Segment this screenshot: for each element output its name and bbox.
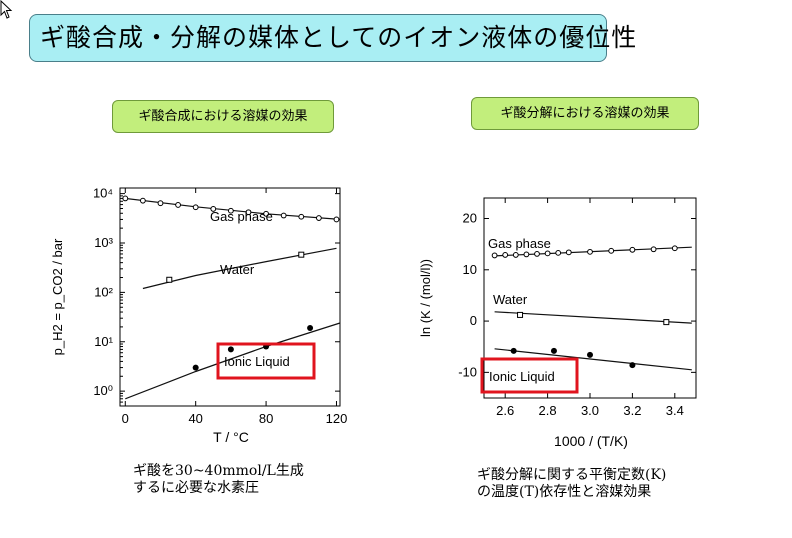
chart-synthesis-svg: 0 40 80 120 10⁰ 10¹ 10² 10³ 10⁴ Gas phase Water Ion… [50, 186, 348, 445]
c1-x-axis-label: 1000 / (T/K) [554, 433, 628, 449]
caption-decomposition-line2: の温度(T)依存性と溶媒効果 [477, 484, 652, 500]
c0-series-ionic-liquid-point [227, 346, 234, 353]
c1-series-ionic-liquid-point [510, 347, 517, 354]
c0-y-tick-label: 10⁴ [93, 186, 113, 201]
c1-highlight-box [480, 357, 579, 394]
c1-series-gas-phase-point [650, 246, 657, 253]
c0-highlight-label: Ionic Liquid [224, 354, 290, 369]
c1-series-gas-phase-point [544, 250, 551, 257]
c0-series-gas-phase-point [122, 195, 129, 202]
c0-series-gas-phase-point [210, 206, 217, 212]
c1-series-water-label: Water [493, 292, 528, 307]
c1-y-axis-label: ln (K / (mol/l)) [418, 259, 433, 337]
c0-series-gas-phase-point [263, 210, 269, 217]
c0-y-tick-label: 10¹ [94, 334, 113, 349]
c0-x-tick-label: 40 [188, 411, 202, 426]
c1-series-gas-phase-point [534, 250, 540, 257]
c1-series-water-point [663, 319, 670, 326]
c0-series-ionic-liquid-point [307, 324, 314, 331]
c1-series-gas-phase-point [502, 252, 509, 258]
c0-series-gas-phase-point [333, 216, 340, 223]
c0-series-gas-phase-point [280, 212, 287, 219]
c0-series-water-label: Water [220, 262, 255, 277]
caption-decomposition-line1: ギ酸分解に関する平衡定数(K) [477, 467, 667, 483]
c1-series-ionic-liquid-line [494, 348, 692, 371]
c0-series-gas-phase-point [315, 215, 322, 221]
c0-x-tick-label: 80 [259, 411, 273, 426]
c1-x-tick-label: 3.4 [666, 403, 684, 418]
c0-y-tick-label: 10⁰ [93, 383, 113, 398]
c0-series-water-point [298, 251, 305, 258]
c0-series-gas-phase-point [139, 197, 146, 204]
c0-series-gas-phase-point [245, 209, 252, 216]
chart-synthesis: 0 40 80 120 10⁰ 10¹ 10² 10³ 10⁴ Gas phase Water Ion… [44, 170, 364, 460]
c1-x-tick-label: 2.8 [539, 403, 557, 418]
c0-x-tick-label: 0 [122, 411, 129, 426]
c1-x-tick-label: 3.0 [581, 403, 599, 418]
c1-x-tick-label: 3.2 [623, 403, 641, 418]
caption-synthesis-line1: ギ酸を30~40mmol/L生成 [133, 463, 304, 479]
c1-series-ionic-liquid-point [587, 351, 593, 358]
slide-title: ギ酸合成・分解の媒体としてのイオン液体の優位性 [29, 14, 636, 62]
c1-series-water-line [494, 311, 692, 324]
c0-y-tick-label: 10³ [94, 235, 113, 250]
c0-x-tick-label: 120 [326, 411, 348, 426]
c1-highlight-label: Ionic Liquid [489, 369, 555, 384]
c1-series-ionic-liquid-point [550, 347, 557, 354]
caption-decomposition: ギ酸分解に関する平衡定数(K) の温度(T)依存性と溶媒効果 [477, 467, 666, 501]
c1-series-water-point [517, 311, 524, 318]
c0-series-water-point [166, 276, 173, 283]
label-decomposition: ギ酸分解における溶媒の効果 [471, 97, 699, 130]
caption-synthesis-line2: するに必要な水素圧 [133, 480, 259, 496]
c0-series-gas-phase-point [227, 207, 234, 214]
c1-y-tick-label: 20 [463, 211, 477, 226]
c1-y-tick-label: 10 [463, 262, 477, 277]
c0-x-axis-label: T / °C [213, 429, 249, 445]
c1-series-gas-phase-label: Gas phase [488, 236, 551, 251]
c1-series-gas-phase-point [608, 247, 615, 254]
c0-series-ionic-liquid-point [192, 364, 199, 371]
label-synthesis: ギ酸合成における溶媒の効果 [112, 100, 334, 133]
c0-y-tick-label: 10² [94, 284, 113, 299]
c0-y-axis-label: p_H2 = p_CO2 / bar [50, 238, 65, 355]
c1-y-tick-label: -10 [458, 364, 477, 379]
mouse-cursor-icon [0, 0, 13, 19]
c1-x-tick-label: 2.6 [496, 403, 514, 418]
c1-series-gas-phase-point [587, 248, 593, 255]
c1-series-gas-phase-point [512, 252, 519, 258]
c0-series-gas-phase-point [157, 200, 164, 207]
c1-series-gas-phase-point [523, 251, 530, 258]
c0-series-gas-phase-label: Gas phase [210, 209, 273, 224]
c1-series-gas-phase-point [565, 249, 572, 256]
chart-decomposition-svg: 2.6 2.8 3.0 3.2 3.4 -10 0 10 20 Gas phase Water Ion… [418, 197, 697, 449]
c1-series-gas-phase-point [555, 249, 562, 256]
c0-series-ionic-liquid-line [125, 322, 341, 400]
c0-series-gas-phase-point [298, 213, 305, 220]
c1-series-gas-phase-point [629, 246, 636, 253]
c1-series-ionic-liquid-point [629, 362, 636, 369]
c0-highlight-box [216, 342, 316, 380]
chart-decomposition: 2.6 2.8 3.0 3.2 3.4 -10 0 10 20 Gas phase Water Ion… [400, 168, 720, 458]
caption-synthesis: ギ酸を30~40mmol/L生成 するに必要な水素圧 [133, 463, 304, 497]
c0-series-gas-phase-point [175, 202, 181, 208]
c1-y-tick-label: 0 [470, 313, 477, 328]
c1-series-gas-phase-point [671, 245, 678, 252]
c0-series-gas-phase-point [192, 204, 199, 211]
c1-series-gas-phase-point [491, 252, 498, 259]
